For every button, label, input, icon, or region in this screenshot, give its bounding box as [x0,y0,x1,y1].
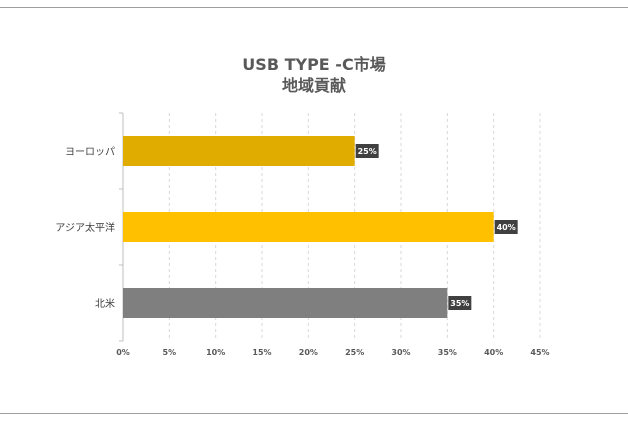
category-label: アジア太平洋 [55,221,115,234]
chart-title-line-1: USB TYPE -C市場 [242,55,386,74]
data-label: 35% [450,299,469,308]
data-label: 40% [497,223,516,232]
x-tick-label: 30% [391,348,410,357]
x-tick-label: 25% [345,348,364,357]
bar [123,212,494,242]
x-tick-label: 5% [163,348,177,357]
x-tick-label: 15% [252,348,271,357]
x-tick-label: 40% [484,348,503,357]
category-label: ヨーロッパ [65,146,115,158]
x-tick-label: 20% [299,348,318,357]
bar [123,136,355,166]
x-tick-label: 35% [438,348,457,357]
chart-title-line-2: 地域貢献 [281,76,346,95]
top-divider [0,7,628,8]
category-label: 北米 [95,297,115,310]
data-label: 25% [358,147,377,156]
x-tick-label: 45% [530,348,549,357]
data-label-box [355,144,379,158]
data-label-box [494,220,518,234]
x-tick-label: 10% [206,348,225,357]
data-label-box [448,296,472,310]
x-tick-label: 0% [116,348,130,357]
bottom-divider [0,413,628,414]
bar [123,288,448,318]
